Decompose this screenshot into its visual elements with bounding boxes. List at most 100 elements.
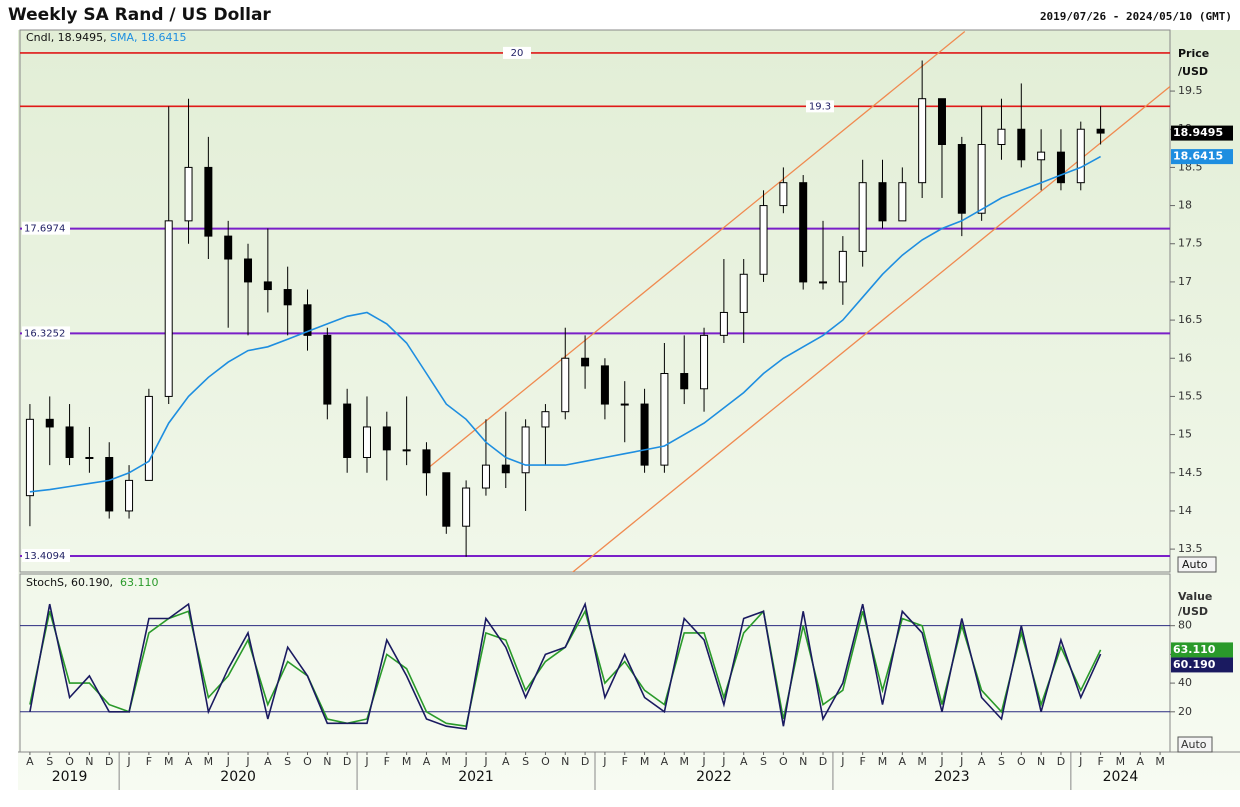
x-tick-label: M [1155, 755, 1165, 768]
candle-body [680, 373, 689, 390]
candle-body [402, 449, 411, 452]
legend-sma: SMA, 18.6415 [110, 31, 186, 44]
x-tick-label: F [622, 755, 628, 768]
legend-stoch-k: StochS, 60.190, [26, 576, 113, 589]
candle-body [957, 144, 966, 214]
x-tick-label: J [939, 755, 943, 768]
candle-body [997, 128, 1006, 146]
x-tick-label: J [1078, 755, 1082, 768]
legend-stoch-d: 63.110 [120, 576, 159, 589]
last-value-box [1171, 642, 1233, 658]
x-tick-label: S [998, 755, 1005, 768]
x-tick-label: J [364, 755, 368, 768]
x-tick-label: J [245, 755, 249, 768]
y-title: /USD [1178, 65, 1208, 78]
candle-body [719, 311, 728, 336]
x-tick-label: S [522, 755, 529, 768]
x-tick-label: A [185, 755, 193, 768]
x-tick-label: F [146, 755, 152, 768]
candle-body [1096, 128, 1105, 134]
candle-body [977, 144, 986, 214]
x-tick-label: D [105, 755, 113, 768]
x-tick-label: F [1097, 755, 1103, 768]
auto-button-box[interactable] [1177, 556, 1217, 573]
x-tick-label: D [581, 755, 589, 768]
candle-body [819, 281, 828, 284]
candle-body [382, 426, 391, 451]
candle-body [244, 258, 253, 283]
x-tick-label: J [701, 755, 705, 768]
x-tick-label: N [1037, 755, 1045, 768]
trend-channel-line [571, 85, 1170, 572]
candle-body [838, 250, 847, 283]
x-tick-label: A [26, 755, 34, 768]
trend-channel-line [429, 31, 966, 468]
y-tick-label: 14.5 [1178, 466, 1203, 479]
x-tick-label: A [423, 755, 431, 768]
candle-body [521, 426, 530, 474]
candle-body [779, 182, 788, 207]
candle-body [65, 426, 74, 458]
x-tick-label: J [840, 755, 844, 768]
x-tick-label: O [1017, 755, 1026, 768]
year-label: 2023 [934, 769, 970, 785]
auto-button[interactable]: Auto [1177, 736, 1213, 753]
year-label: 2021 [458, 769, 494, 785]
level-label-bg [22, 549, 70, 563]
candle-body [581, 357, 590, 367]
x-tick-label: S [284, 755, 291, 768]
x-tick-label: N [561, 755, 569, 768]
level-label-bg [22, 326, 70, 340]
candle-body [918, 98, 927, 184]
x-tick-label: A [661, 755, 669, 768]
candle-body [799, 182, 808, 283]
last-value-box [1171, 149, 1233, 165]
candle-body [323, 334, 332, 405]
auto-button-box[interactable] [1177, 736, 1213, 753]
level-label: 16.3252 [24, 328, 65, 339]
candle-body [541, 411, 550, 428]
level-label-bg [22, 221, 70, 235]
x-tick-label: J [226, 755, 230, 768]
last-value-label: 18.9495 [1173, 126, 1223, 139]
y-tick-label: 15.5 [1178, 389, 1203, 402]
y-tick-label: 18 [1178, 199, 1192, 212]
x-tick-label: N [85, 755, 93, 768]
candle-body [224, 235, 233, 260]
x-tick-label: A [740, 755, 748, 768]
x-tick-label: M [917, 755, 927, 768]
x-tick-label: M [402, 755, 412, 768]
last-value-label: 18.6415 [1173, 150, 1223, 163]
year-label: 2024 [1103, 769, 1139, 785]
year-label: 2019 [52, 769, 88, 785]
y-title: /USD [1178, 605, 1208, 618]
x-tick-label: M [1116, 755, 1126, 768]
x-tick-label: M [679, 755, 689, 768]
candle-body [501, 464, 510, 474]
x-tick-label: J [126, 755, 130, 768]
auto-button-label[interactable]: Auto [1182, 558, 1208, 571]
x-tick-label: D [1057, 755, 1065, 768]
stoch-line [29, 601, 1102, 730]
x-tick-label: D [819, 755, 827, 768]
x-tick-label: O [65, 755, 74, 768]
candle-body [263, 281, 272, 291]
y-tick-label: 19.5 [1178, 84, 1203, 97]
y-tick-label: 40 [1178, 676, 1192, 689]
x-tick-label: M [878, 755, 888, 768]
level-label: 13.4094 [24, 551, 65, 562]
candle-body [462, 487, 471, 527]
candle-body [561, 357, 570, 413]
auto-button[interactable]: Auto [1177, 556, 1217, 573]
x-tick-label: A [264, 755, 272, 768]
y-title: Price [1178, 47, 1209, 60]
x-tick-label: J [602, 755, 606, 768]
auto-button-label[interactable]: Auto [1181, 738, 1207, 751]
candle-body [1076, 128, 1085, 184]
x-tick-label: J [721, 755, 725, 768]
candle-body [144, 395, 153, 481]
x-tick-label: A [978, 755, 986, 768]
x-tick-label: F [384, 755, 390, 768]
level-label: 17.6974 [24, 224, 65, 235]
